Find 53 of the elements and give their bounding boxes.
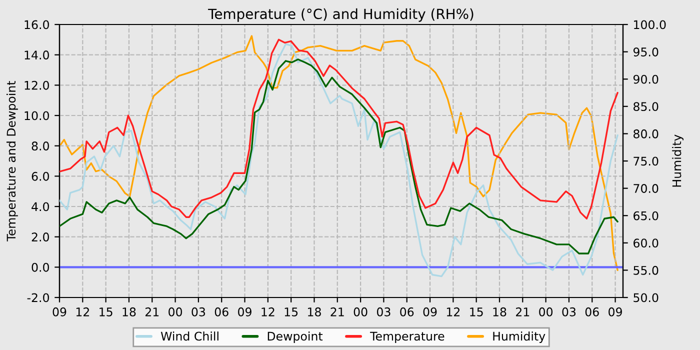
x-tick-label: 12 — [446, 307, 460, 316]
legend-label: Humidity — [493, 332, 546, 343]
x-tick-label: 15 — [470, 308, 483, 316]
x-tick-label: 03 — [192, 307, 206, 316]
x-tick-label: 15 — [284, 308, 298, 316]
x-tick-label: 03 — [376, 307, 390, 316]
x-tick-label: 09 — [423, 307, 437, 316]
legend-label: Wind Chill — [160, 332, 218, 341]
y2-tick-label: 60.0 — [634, 238, 658, 248]
y-tick-label: 8.0 — [32, 142, 49, 150]
x-tick-label: 21 — [330, 307, 344, 316]
x-tick-label: 12 — [262, 307, 274, 316]
legend-label: Temperature — [370, 332, 444, 343]
x-tick-label: 12 — [76, 307, 89, 316]
x-tick-label: 00 — [354, 307, 368, 316]
x-tick-label: 21 — [145, 307, 159, 316]
y-tick-label: 2.0 — [32, 232, 49, 242]
x-tick-label: 21 — [516, 307, 530, 316]
y-axis-title: Temperature and Dewpoint — [6, 80, 18, 242]
y-tick-label: 16.0 — [24, 20, 49, 30]
y2-tick-label: 65.0 — [634, 211, 658, 220]
x-tick-label: 09 — [608, 307, 622, 316]
y2-tick-label: 95.0 — [633, 48, 658, 56]
y2-axis-title: Humidity — [672, 134, 684, 187]
x-tick-label: 18 — [122, 307, 136, 316]
y2-tick-label: 55.0 — [634, 266, 658, 275]
x-tick-label: 18 — [493, 307, 506, 316]
x-tick-label: 00 — [168, 307, 182, 316]
y-tick-label: 10.0 — [24, 111, 49, 120]
y2-tick-label: 70.0 — [634, 184, 658, 193]
y2-tick-label: 90.0 — [633, 74, 658, 84]
y-tick-label: 6.0 — [32, 172, 49, 181]
x-tick-label: 06 — [585, 307, 599, 316]
y-tick-label: 0.0 — [32, 262, 49, 272]
x-tick-label: 03 — [562, 307, 576, 316]
x-tick-label: 18 — [308, 307, 321, 316]
y-tick-label: 4.0 — [32, 202, 49, 212]
x-tick-label: 09 — [52, 307, 66, 316]
x-tick-label: 06 — [400, 307, 414, 316]
y2-tick-label: 75.0 — [634, 156, 658, 166]
x-tick-label: 15 — [100, 308, 112, 316]
legend-label: Dewpoint — [268, 332, 323, 343]
chart-title: Temperature (°C) and Humidity (RH%) — [208, 8, 474, 22]
y2-tick-label: 100.0 — [634, 20, 666, 30]
y2-tick-label: 50.0 — [634, 293, 658, 302]
x-tick-label: 09 — [238, 307, 252, 316]
y-tick-label: 14.0 — [24, 50, 49, 60]
y-tick-label: 12.0 — [24, 80, 49, 90]
y2-tick-label: 85.0 — [634, 102, 658, 112]
y-tick-label: -2.0 — [27, 293, 49, 302]
y2-tick-label: 80.0 — [634, 129, 658, 138]
x-tick-label: 06 — [214, 307, 228, 316]
x-tick-label: 00 — [539, 307, 553, 316]
